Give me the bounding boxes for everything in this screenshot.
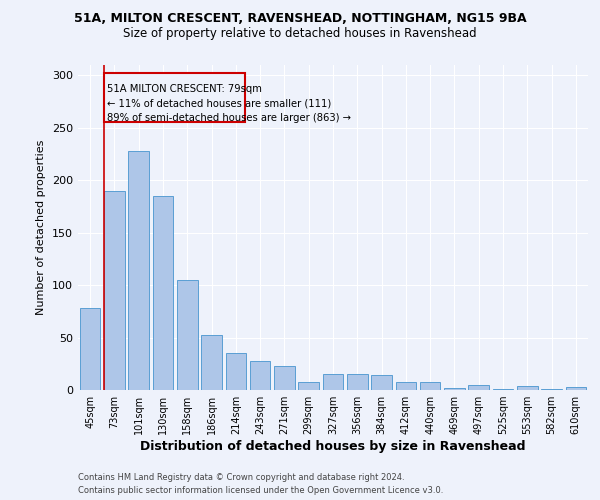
Bar	[469, 385, 489, 390]
Bar	[420, 382, 440, 390]
Bar	[104, 191, 125, 390]
Bar	[226, 354, 246, 390]
FancyBboxPatch shape	[104, 74, 245, 122]
Bar	[444, 388, 465, 390]
Text: 51A, MILTON CRESCENT, RAVENSHEAD, NOTTINGHAM, NG15 9BA: 51A, MILTON CRESCENT, RAVENSHEAD, NOTTIN…	[74, 12, 526, 26]
Bar	[250, 360, 271, 390]
Bar	[201, 336, 222, 390]
Bar	[517, 386, 538, 390]
Bar	[128, 151, 149, 390]
X-axis label: Distribution of detached houses by size in Ravenshead: Distribution of detached houses by size …	[140, 440, 526, 453]
Text: ← 11% of detached houses are smaller (111): ← 11% of detached houses are smaller (11…	[107, 98, 331, 108]
Y-axis label: Number of detached properties: Number of detached properties	[37, 140, 46, 315]
Bar	[395, 382, 416, 390]
Bar	[177, 280, 197, 390]
Text: Size of property relative to detached houses in Ravenshead: Size of property relative to detached ho…	[123, 28, 477, 40]
Bar	[371, 376, 392, 390]
Bar	[541, 389, 562, 390]
Text: 89% of semi-detached houses are larger (863) →: 89% of semi-detached houses are larger (…	[107, 113, 351, 123]
Bar	[566, 387, 586, 390]
Bar	[80, 308, 100, 390]
Text: Contains public sector information licensed under the Open Government Licence v3: Contains public sector information licen…	[78, 486, 443, 495]
Bar	[274, 366, 295, 390]
Bar	[298, 382, 319, 390]
Bar	[493, 389, 514, 390]
Bar	[152, 196, 173, 390]
Bar	[323, 374, 343, 390]
Bar	[347, 374, 368, 390]
Text: Contains HM Land Registry data © Crown copyright and database right 2024.: Contains HM Land Registry data © Crown c…	[78, 474, 404, 482]
Text: 51A MILTON CRESCENT: 79sqm: 51A MILTON CRESCENT: 79sqm	[107, 84, 262, 94]
